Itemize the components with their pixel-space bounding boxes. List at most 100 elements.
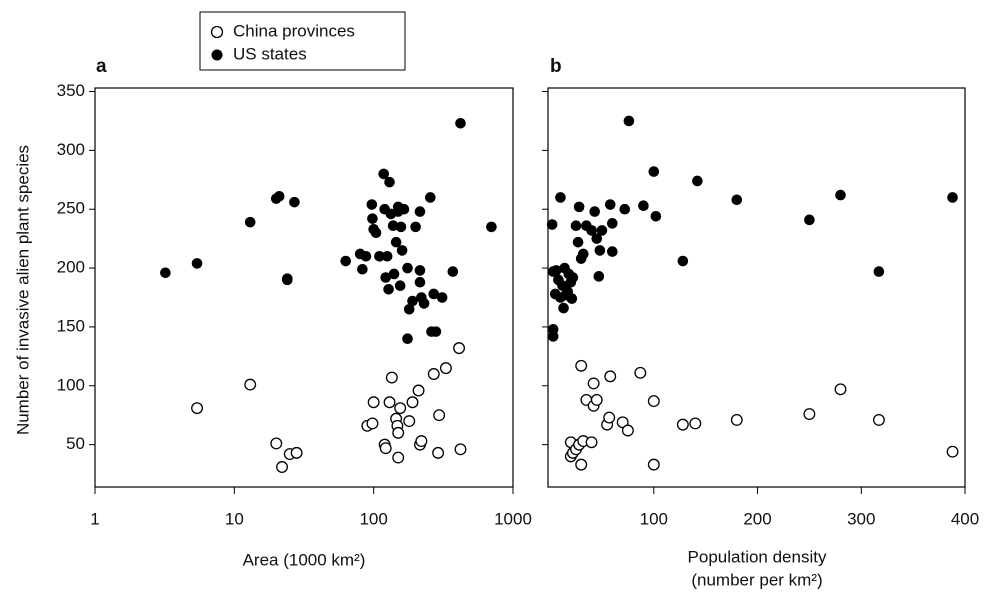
- data-point: [634, 366, 647, 379]
- legend-marker: [210, 25, 224, 39]
- data-point: [447, 266, 459, 277]
- data-point: [427, 368, 440, 380]
- data-point: [370, 227, 382, 239]
- data-point: [619, 203, 631, 215]
- x-tick-label: 1000: [494, 509, 532, 528]
- data-point: [390, 236, 402, 248]
- data-point: [191, 258, 203, 269]
- data-point: [555, 192, 566, 203]
- data-point: [804, 214, 815, 226]
- data-point: [379, 442, 392, 455]
- data-point: [378, 168, 389, 180]
- data-point: [577, 248, 589, 260]
- data-point: [367, 396, 380, 409]
- data-point: [590, 393, 603, 406]
- y-axis-label: Number of invasive alien plant species: [13, 145, 32, 435]
- data-point: [453, 342, 465, 355]
- data-point: [191, 402, 203, 415]
- data-point: [383, 396, 396, 409]
- data-point: [381, 251, 393, 262]
- data-point: [587, 377, 600, 390]
- data-point: [558, 302, 569, 314]
- data-point: [607, 218, 618, 229]
- data-point: [383, 283, 394, 295]
- data-point: [676, 418, 689, 431]
- data-point: [650, 210, 662, 222]
- legend-label: China provinces: [233, 21, 355, 40]
- data-point: [395, 221, 407, 233]
- x-axis-label: Population density: [688, 547, 827, 566]
- data-point: [570, 220, 582, 232]
- data-point: [834, 383, 847, 396]
- plot-frame: [547, 87, 966, 488]
- data-point: [647, 458, 660, 471]
- x-tick-label: 100: [640, 509, 668, 528]
- data-point: [566, 293, 578, 304]
- data-point: [638, 200, 649, 211]
- panel-letter: b: [550, 56, 562, 77]
- data-point: [430, 326, 442, 337]
- data-point: [573, 201, 585, 213]
- data-point: [433, 409, 446, 422]
- legend-label: US states: [233, 44, 307, 63]
- plot-frame: [94, 87, 514, 488]
- data-point: [803, 408, 816, 420]
- data-point: [273, 190, 285, 202]
- data-point: [340, 255, 352, 267]
- data-point: [406, 396, 419, 409]
- data-point: [454, 443, 467, 456]
- data-point: [392, 451, 405, 464]
- data-point: [289, 196, 300, 208]
- data-point: [244, 378, 257, 391]
- data-point: [387, 220, 399, 232]
- data-point: [575, 458, 588, 471]
- data-point: [835, 189, 846, 201]
- data-point: [486, 221, 497, 233]
- data-point: [623, 115, 635, 127]
- data-point: [432, 446, 445, 459]
- x-tick-label: 200: [743, 509, 771, 528]
- data-point: [585, 436, 598, 449]
- data-point: [357, 263, 368, 275]
- data-point: [385, 371, 398, 384]
- data-point: [567, 272, 579, 283]
- y-tick-label: 300: [57, 140, 85, 159]
- data-point: [402, 262, 413, 274]
- data-point: [593, 271, 605, 282]
- data-point: [366, 199, 378, 210]
- data-point: [394, 280, 406, 292]
- y-tick-label: 200: [57, 258, 85, 277]
- data-point: [360, 251, 372, 262]
- legend-marker: [211, 49, 223, 61]
- data-point: [455, 118, 466, 129]
- legend-box: [199, 11, 406, 71]
- data-point: [398, 203, 410, 215]
- data-point: [607, 246, 618, 257]
- data-point: [428, 288, 440, 300]
- data-point: [689, 417, 702, 430]
- data-point: [290, 446, 303, 459]
- data-point: [380, 272, 391, 283]
- data-point: [414, 265, 426, 276]
- data-point: [403, 303, 415, 315]
- data-point: [160, 267, 171, 279]
- y-tick-label: 50: [66, 434, 85, 453]
- data-point: [384, 176, 395, 188]
- data-point: [244, 216, 256, 228]
- data-point: [947, 192, 958, 203]
- data-point: [412, 384, 425, 397]
- data-point: [546, 219, 558, 230]
- x-axis-label: (number per km²): [691, 570, 822, 589]
- x-tick-label: 300: [847, 509, 875, 528]
- data-point: [374, 251, 385, 262]
- data-point: [366, 417, 379, 430]
- x-tick-label: 100: [359, 509, 387, 528]
- data-point: [282, 274, 293, 286]
- y-tick-label: 350: [57, 81, 85, 100]
- data-point: [594, 245, 606, 256]
- data-point: [731, 194, 743, 206]
- data-point: [621, 424, 634, 437]
- data-point: [575, 359, 588, 372]
- data-point: [402, 333, 413, 344]
